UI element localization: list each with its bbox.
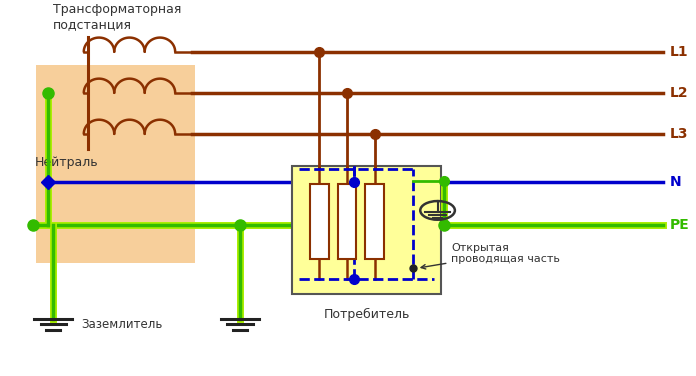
Text: PE: PE bbox=[670, 218, 689, 232]
Bar bbox=[292, 165, 441, 294]
Text: L3: L3 bbox=[670, 127, 688, 141]
Bar bbox=[36, 65, 196, 263]
Text: L2: L2 bbox=[670, 86, 688, 100]
Text: L1: L1 bbox=[670, 45, 688, 59]
Bar bbox=[338, 184, 356, 259]
Bar bbox=[365, 184, 384, 259]
Text: Заземлитель: Заземлитель bbox=[81, 318, 162, 331]
Text: Открытая
проводящая часть: Открытая проводящая часть bbox=[421, 243, 560, 269]
Bar bbox=[310, 184, 329, 259]
Text: Трансформаторная
подстанция: Трансформаторная подстанция bbox=[54, 3, 182, 31]
Text: Потребитель: Потребитель bbox=[324, 308, 410, 320]
Text: Нейтраль: Нейтраль bbox=[35, 156, 98, 169]
Text: N: N bbox=[670, 175, 681, 190]
